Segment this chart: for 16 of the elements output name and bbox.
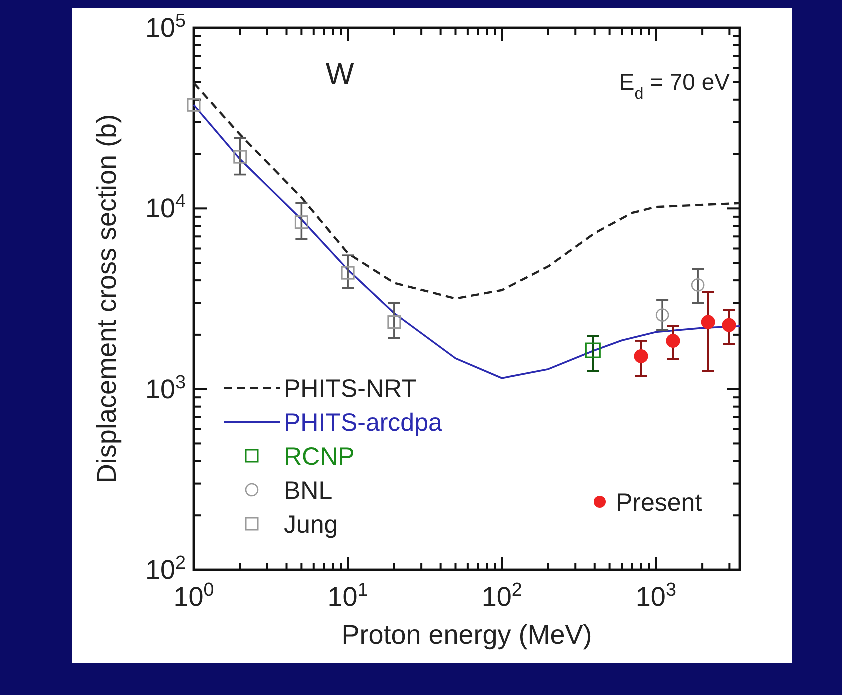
legend-label: PHITS-NRT	[284, 375, 417, 403]
x-tick-label: 10$^{3}$	[636, 580, 676, 612]
y-tick-label: 10$^{5}$	[145, 10, 186, 43]
x-tick-label: 10$^{1}$	[328, 580, 368, 612]
legend-label: PHITS-arcdpa	[284, 409, 442, 437]
legend-label: Present	[616, 489, 702, 517]
x-tick-label: 10$^{2}$	[482, 580, 522, 612]
y-tick-label: 10$^{4}$	[145, 191, 186, 224]
legend-label: RCNP	[284, 443, 355, 471]
x-axis-title: Proton energy (MeV)	[342, 620, 592, 650]
y-tick-label: 10$^{3}$	[145, 372, 186, 404]
y-axis-title: Displacement cross section (b)	[92, 114, 122, 484]
annotation: E$_{d}$ = 70 eV	[619, 69, 731, 103]
annotation: W	[326, 58, 355, 91]
legend-label: Jung	[284, 511, 338, 539]
legend-label: BNL	[284, 477, 333, 505]
